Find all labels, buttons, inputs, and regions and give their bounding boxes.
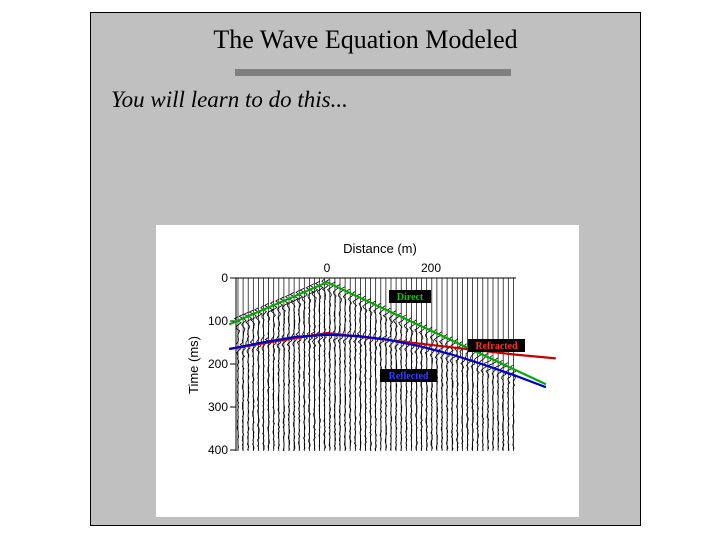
y-tick-label: 0 (221, 271, 228, 285)
seismic-trace (478, 350, 487, 451)
seismic-trace (263, 303, 274, 450)
seismic-trace (401, 314, 411, 450)
slide-title: The Wave Equation Modeled (213, 25, 518, 54)
y-tick-label: 200 (208, 357, 228, 371)
seismic-trace (270, 300, 278, 450)
slide: The Wave Equation Modeled You will learn… (90, 12, 641, 526)
seismogram-chart: Distance (m) Time (ms) 0 200 0 100 200 300 40… (186, 241, 556, 457)
seismic-trace (340, 286, 350, 451)
refracted-label-box (468, 339, 525, 352)
seismic-trace (371, 300, 381, 452)
y-tick-label: 300 (208, 400, 228, 414)
event-labels: Direct Refracted Reflected (380, 290, 525, 382)
seismic-trace (365, 298, 375, 451)
y-tick-label: 400 (208, 443, 228, 457)
seismic-trace (309, 283, 319, 450)
seismic-trace (238, 314, 247, 451)
seismic-trace (335, 284, 344, 451)
seismic-trace (243, 311, 253, 451)
direct-label-box (389, 290, 431, 303)
seismic-trace (472, 348, 483, 451)
seismic-trace (321, 279, 330, 450)
seismic-trace (253, 307, 263, 450)
seismic-trace (275, 298, 284, 450)
seismic-trace (351, 291, 360, 450)
seismic-trace (284, 294, 294, 451)
refracted-curve (229, 331, 556, 360)
y-axis-label: Time (ms) (186, 336, 201, 394)
y-tick-labels: 0 100 200 300 400 (208, 271, 236, 457)
seismic-trace (428, 326, 436, 450)
seismic-trace (329, 281, 339, 451)
x-tick-labels: 0 200 (324, 261, 442, 275)
seismic-trace (295, 289, 303, 451)
seismic-trace (299, 287, 308, 451)
x-tick-label: 200 (421, 261, 441, 275)
seismic-trace (492, 357, 503, 450)
refracted-label: Refracted (475, 341, 518, 352)
seismic-trace (260, 305, 268, 450)
seismic-trace (469, 345, 477, 451)
seismic-trace (361, 295, 370, 451)
seismic-trace (412, 319, 421, 451)
seismogram-figure: Distance (m) Time (ms) 0 200 0 100 200 300 40… (156, 225, 579, 517)
seismic-traces (233, 278, 518, 452)
seismic-trace (305, 285, 315, 451)
y-tick-label: 100 (208, 314, 228, 328)
x-axis-label: Distance (m) (343, 241, 417, 256)
seismic-trace (422, 324, 432, 451)
seismic-trace (509, 364, 518, 450)
seismic-trace (355, 293, 366, 450)
seismic-trace (248, 309, 257, 451)
reflected-curve (228, 333, 547, 389)
title-divider (235, 69, 511, 76)
slide-subtitle: You will learn to do this... (111, 87, 348, 112)
reflected-label-box (380, 369, 437, 382)
reflected-label: Reflected (389, 371, 429, 382)
seismic-trace (345, 288, 354, 450)
seismic-trace (324, 279, 334, 450)
seismic-trace (407, 317, 417, 450)
seismic-trace (289, 292, 300, 451)
seismic-trace (503, 362, 513, 451)
seismic-trace (487, 355, 498, 450)
seismic-trace (314, 281, 324, 450)
seismic-trace (483, 352, 493, 450)
seismic-trace (438, 331, 447, 450)
seismic-trace (498, 359, 507, 451)
direct-label: Direct (397, 292, 424, 303)
x-tick-label: 0 (324, 261, 331, 275)
seismic-trace (233, 316, 242, 451)
seismic-trace (279, 296, 289, 451)
